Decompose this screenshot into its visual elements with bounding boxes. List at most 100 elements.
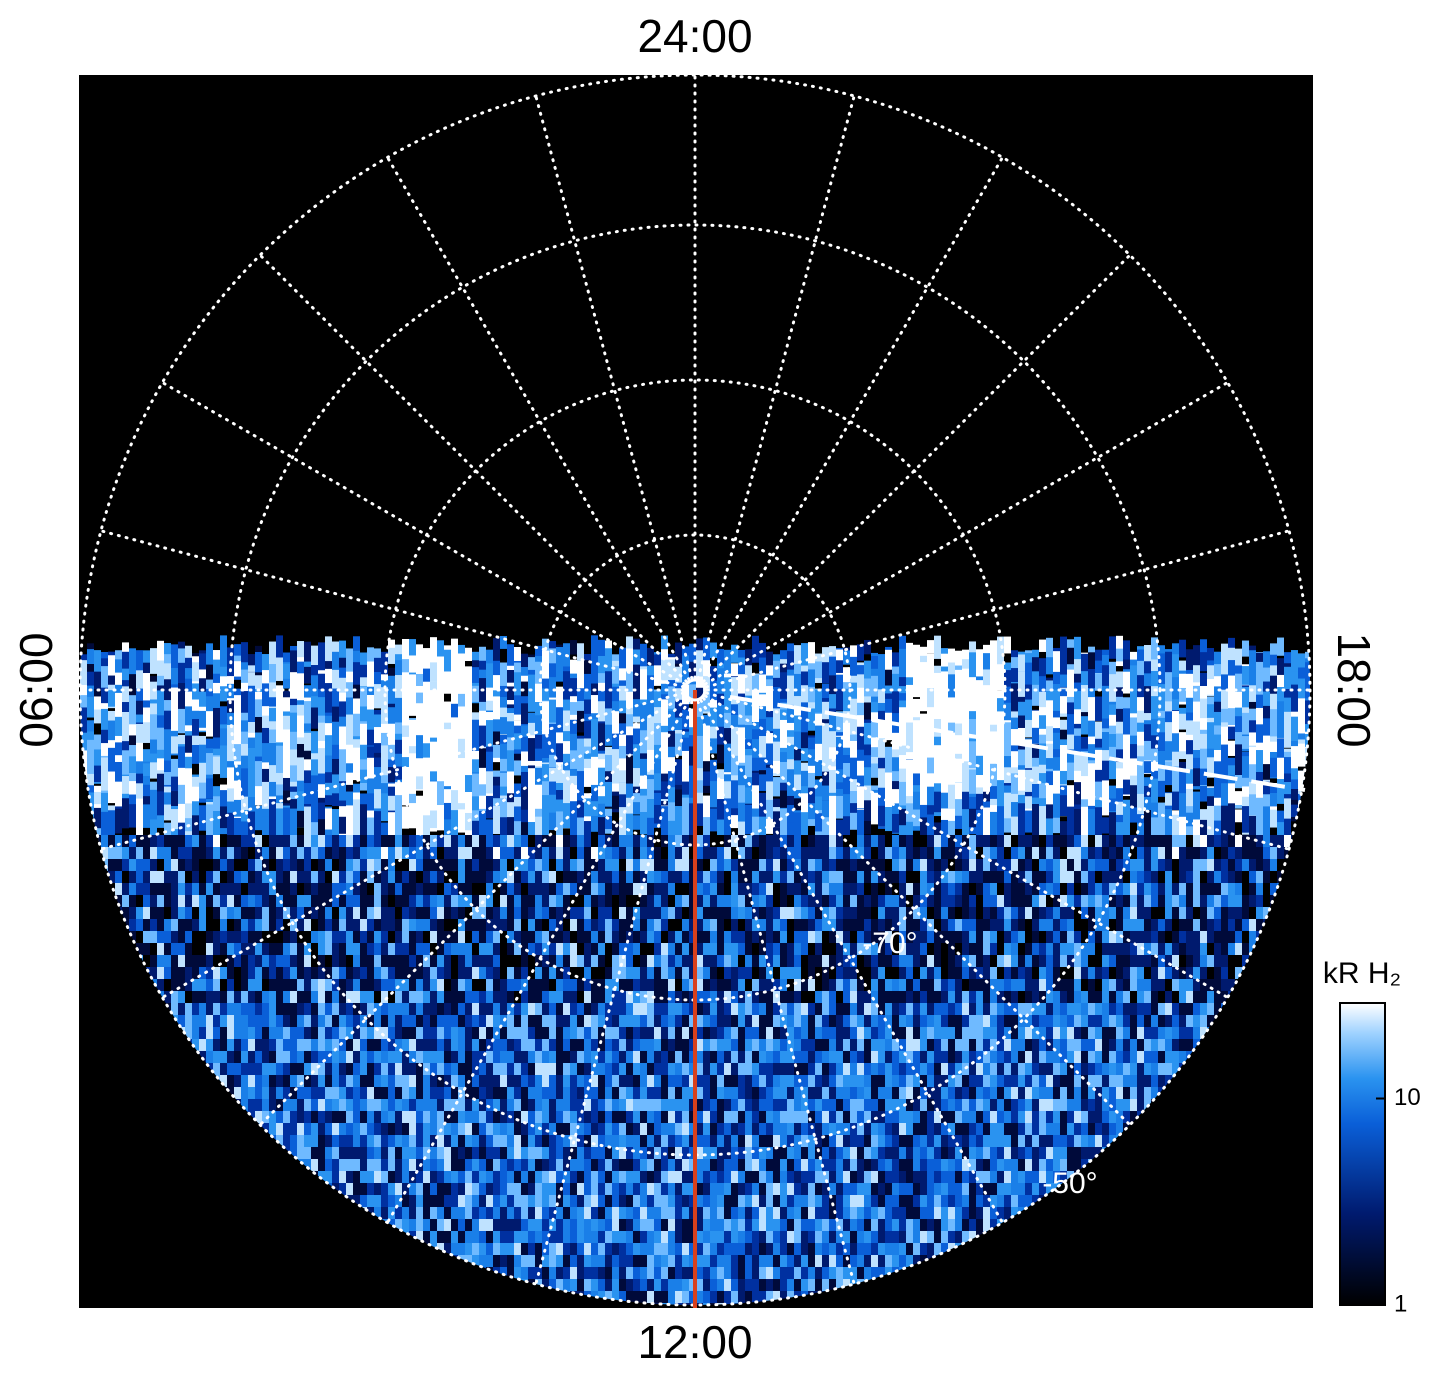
pixel [164, 871, 171, 883]
pixel [143, 847, 150, 859]
pixel [1144, 661, 1151, 685]
pixel [122, 895, 129, 907]
pixel [591, 943, 598, 955]
pixel [920, 943, 927, 955]
pixel [983, 883, 990, 895]
pixel [94, 765, 101, 783]
pixel [1116, 955, 1123, 967]
pixel [1109, 714, 1116, 728]
pixel [829, 967, 836, 979]
pixel [1088, 955, 1095, 967]
pixel [794, 859, 801, 871]
pixel [990, 835, 997, 847]
pixel [647, 835, 654, 847]
pixel [430, 871, 437, 883]
pixel [269, 1003, 276, 1015]
pixel [661, 744, 668, 785]
pixel [1235, 883, 1242, 895]
pixel [556, 661, 563, 681]
pixel [871, 931, 878, 943]
pixel [1025, 883, 1032, 895]
pixel [493, 719, 500, 742]
pixel [563, 741, 570, 759]
pixel [906, 684, 913, 711]
pixel [1263, 718, 1270, 745]
pixel [500, 859, 507, 871]
pixel [822, 800, 829, 834]
pixel [1165, 859, 1172, 871]
pixel [157, 883, 164, 895]
pixel [724, 931, 731, 943]
pixel [906, 697, 913, 733]
pixel [661, 659, 668, 681]
pixel [773, 847, 780, 859]
pixel [955, 967, 962, 979]
pixel [290, 943, 297, 955]
pixel [381, 931, 388, 943]
pixel [206, 883, 213, 895]
pixel [1235, 919, 1242, 931]
pixel [311, 807, 318, 823]
pixel [1046, 657, 1053, 675]
pixel [1221, 967, 1228, 979]
pixel [1165, 809, 1172, 837]
pixel [318, 895, 325, 907]
pixel [486, 979, 493, 991]
pixel [108, 790, 115, 804]
pixel [535, 907, 542, 919]
pixel [346, 991, 353, 1003]
pixel [885, 919, 892, 931]
pixel [1256, 907, 1263, 919]
pixel [661, 955, 668, 967]
pixel [451, 790, 458, 828]
pixel [696, 638, 703, 653]
pixel [1151, 931, 1158, 943]
pixel [395, 847, 402, 859]
pixel [465, 672, 472, 685]
pixel [857, 809, 864, 842]
pixel [409, 895, 416, 907]
pixel [1235, 955, 1242, 967]
pixel [997, 883, 1004, 895]
pixel [794, 967, 801, 979]
pixel [1081, 895, 1088, 907]
pixel [1193, 979, 1200, 991]
pixel [1004, 955, 1011, 967]
pixel [430, 919, 437, 931]
pixel [976, 709, 983, 726]
pixel [941, 955, 948, 967]
pixel [451, 719, 458, 759]
pixel [801, 919, 808, 931]
pixel [444, 943, 451, 955]
pixel [185, 835, 192, 847]
pixel [780, 859, 787, 871]
pixel [115, 859, 122, 871]
pixel [1032, 847, 1039, 859]
pixel [759, 895, 766, 907]
pixel [920, 686, 927, 699]
pixel [437, 811, 444, 825]
pixel [234, 955, 241, 967]
pixel [101, 773, 108, 802]
pixel [913, 919, 920, 931]
pixel [290, 931, 297, 943]
pixel [941, 931, 948, 943]
pixel [1207, 931, 1214, 943]
pixel [738, 802, 745, 829]
pixel [745, 895, 752, 907]
pixel [934, 919, 941, 931]
pixel [430, 955, 437, 967]
pixel [290, 808, 297, 836]
pixel [836, 835, 843, 847]
pixel [1186, 649, 1193, 670]
pixel [1256, 859, 1263, 871]
pixel [171, 991, 178, 1003]
pixel [1032, 967, 1039, 979]
pixel [514, 883, 521, 895]
pixel [1277, 686, 1284, 712]
pixel [227, 835, 234, 847]
pixel [416, 991, 423, 1003]
pixel [556, 883, 563, 895]
pixel [1144, 871, 1151, 883]
pixel [304, 847, 311, 859]
